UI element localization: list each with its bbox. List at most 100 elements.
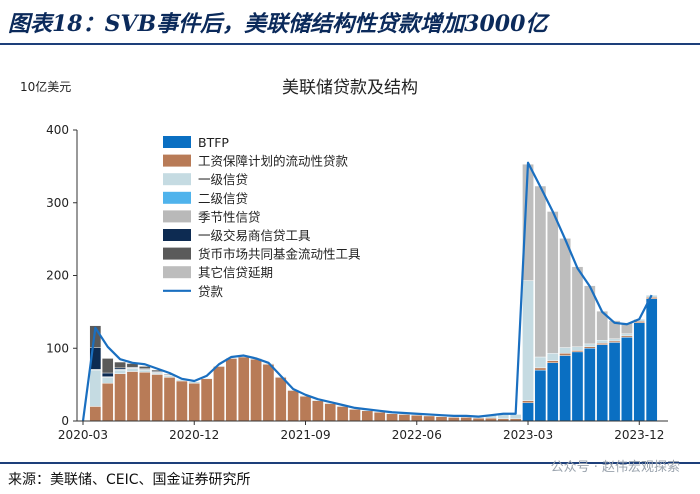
bar-other-credit-ext [608,320,621,339]
bar-other-credit-ext [559,238,571,348]
y-tick-label: 100 [46,341,69,355]
bar-ppp [596,342,608,345]
bar-primary-credit [546,353,559,361]
bar-mmlf [139,366,151,369]
bar-btfp [621,337,633,422]
legend-swatch-pdcf [163,229,191,241]
bar-pdcf [101,372,114,377]
bar-ppp [386,413,398,422]
bar-primary-credit [621,333,633,337]
bar-ppp [139,372,151,422]
bar-primary-credit [559,347,571,354]
legend-label: 一级信贷 [198,172,248,187]
loans-line-layer [81,161,653,422]
legend-label: 工资保障计划的流动性贷款 [198,154,349,169]
bar-btfp [546,362,559,422]
x-tick-label: 2023-12 [614,428,664,442]
bar-ppp [250,358,262,422]
legend-label: 一级交易商信贷工具 [198,228,311,243]
bar-ppp [373,412,386,422]
legend-label: 季节性信贷 [198,209,261,224]
bar-primary-credit [126,368,139,372]
y-tick-label: 300 [46,196,69,210]
bar-btfp [584,348,596,422]
bar-ppp [324,403,337,422]
legend-label: 二级信贷 [198,191,248,206]
y-axis-unit: 10亿美元 [20,80,72,94]
bar-ppp [423,415,435,422]
bar-btfp [633,322,646,422]
x-tick-label: 2023-03 [503,428,553,442]
bar-ppp [114,373,126,422]
bar-ppp [262,364,275,422]
y-tick-label: 0 [61,414,69,428]
bar-btfp [559,355,571,422]
bar-primary-credit [534,356,547,369]
bar-ppp [361,410,374,422]
bar-btfp [645,298,658,422]
bar-ppp [101,382,114,422]
bar-ppp [163,377,176,422]
bar-ppp [275,377,287,422]
bar-ppp [213,366,225,422]
chart-title: 美联储贷款及结构 [282,78,418,98]
bar-primary-credit [584,343,596,347]
bar-ppp [312,400,324,422]
watermark: 公众号 · 赵伟宏观探索 [550,460,680,475]
footer-rule [0,462,700,464]
legend-swatch-btfp [163,136,191,148]
bar-ppp [645,297,658,299]
bar-ppp [151,374,163,422]
bar-ppp [522,400,534,404]
legend-swatch-primary-credit [163,173,191,186]
bar-btfp [596,344,608,422]
bar-ppp [200,378,213,422]
bar-ppp [398,414,411,422]
stacked-bars [89,163,658,422]
title-rule [0,43,700,45]
bar-ppp [411,414,423,422]
legend-swatch-ppp [163,154,191,167]
legend-swatch-other-credit-ext [163,266,191,279]
legend: BTFP 工资保障计划的流动性贷款一级信贷二级信贷季节性信贷一级交易商信贷工具货币… [163,135,361,299]
legend-label: 其它信贷延期 [198,265,273,280]
bar-ppp [176,380,188,422]
bar-primary-credit [213,365,225,367]
bar-ppp [126,371,139,422]
bar-ppp [546,360,559,363]
bar-primary-credit [608,338,621,342]
bar-ppp [225,358,238,422]
bar-ppp [559,353,571,356]
bar-other-credit-ext [621,322,633,334]
x-tick-label: 2020-03 [58,428,108,442]
bar-primary-credit [151,372,163,375]
bar-primary-credit [163,375,176,378]
bar-primary-credit [114,369,126,374]
figure-title: 图表18：SVB事件后，美联储结构性贷款增加3000亿 [8,11,548,37]
bar-btfp [608,342,621,422]
bar-ppp [584,346,596,349]
bar-primary-credit [509,414,522,420]
legend-swatch-secondary-credit [163,191,191,204]
bar-pdcf [114,367,126,370]
legend-swatch-mmlf [163,247,191,260]
legend-label: BTFP [198,135,229,150]
bar-primary-credit [522,280,534,401]
bar-btfp [571,351,584,422]
bar-ppp [435,416,448,422]
bar-btfp [534,369,547,422]
bar-ppp [188,382,201,422]
bar-ppp [534,367,547,371]
bar-ppp [571,350,584,353]
bar-primary-credit [101,377,114,384]
bar-ppp [336,406,349,422]
legend-swatch-seasonal-credit [163,210,191,223]
bar-other-credit-ext [546,211,559,354]
bar-btfp [522,402,534,422]
bar-primary-credit [89,369,102,407]
bar-ppp [349,409,361,422]
bar-ppp [89,406,102,422]
bar-ppp [621,335,633,338]
